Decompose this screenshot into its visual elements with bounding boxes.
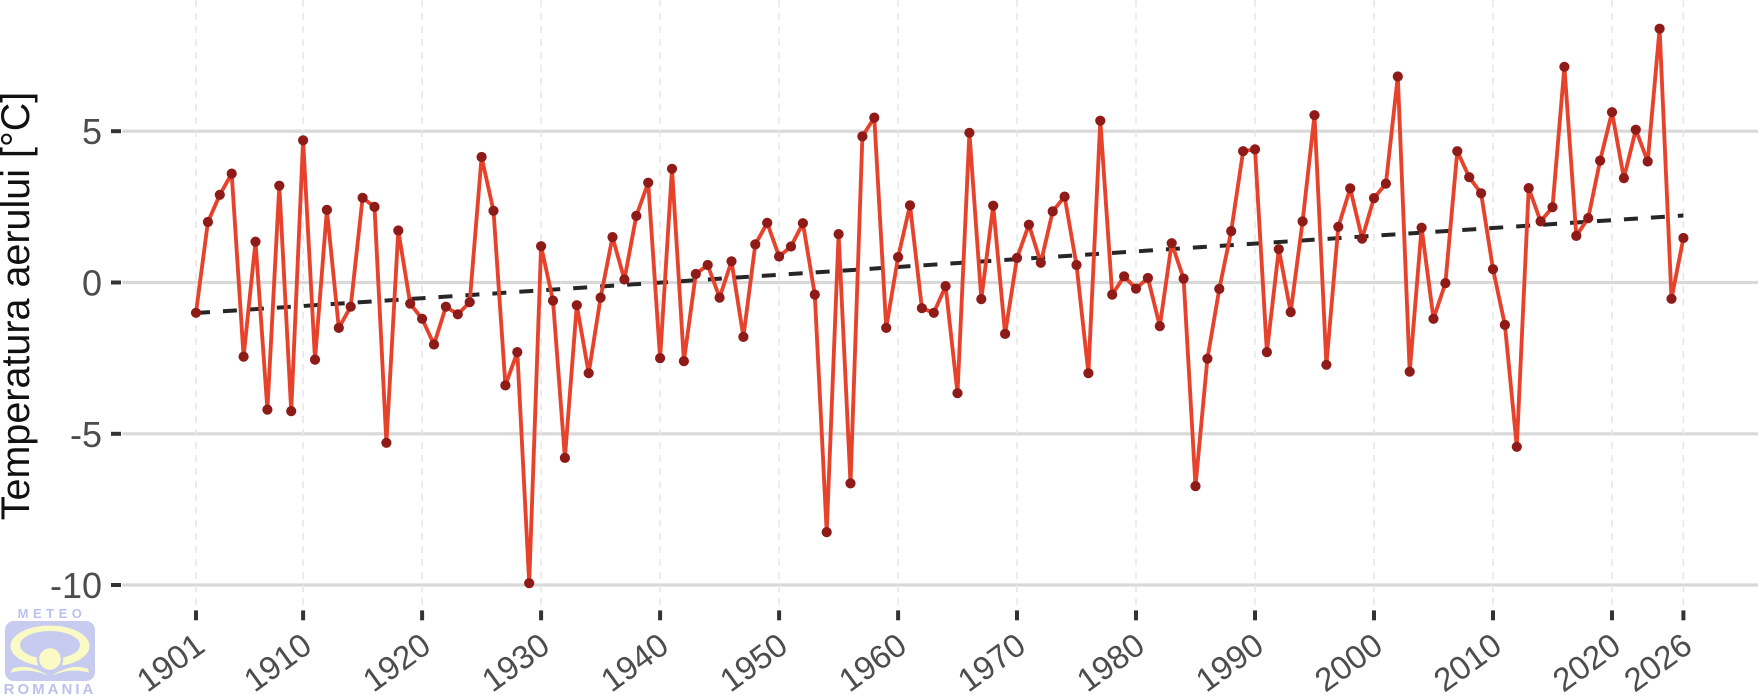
svg-text:Temperatura aerului [°C]: Temperatura aerului [°C] [0,92,38,521]
svg-text:ROMANIA: ROMANIA [4,681,97,695]
svg-text:0: 0 [82,263,102,304]
svg-text:-10: -10 [50,565,102,606]
svg-text:5: 5 [82,111,102,152]
svg-text:-5: -5 [70,414,102,455]
svg-text:METEO: METEO [18,606,87,621]
